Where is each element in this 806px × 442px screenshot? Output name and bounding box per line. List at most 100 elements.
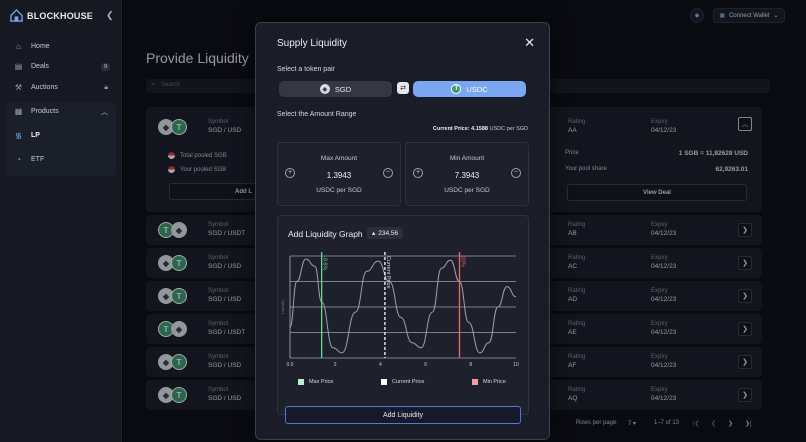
prev-page-icon[interactable]: ❮ xyxy=(711,421,717,427)
ethereum-icon: ◆ xyxy=(158,288,174,304)
expiry-value: 04/12/23 xyxy=(651,230,677,237)
last-page-icon[interactable]: ❯| xyxy=(745,421,752,427)
close-icon[interactable]: ✕ xyxy=(524,35,535,50)
expand-row-button[interactable]: ❯ xyxy=(738,256,752,270)
legend-max: Max Price xyxy=(298,379,333,385)
select-range-label: Select the Amount Range xyxy=(277,111,357,118)
supply-liquidity-modal: Supply Liquidity ✕ Select a token pair ◆… xyxy=(255,22,550,440)
sidebar-item-auctions[interactable]: ⚒ Auctions 🔒︎ xyxy=(14,83,110,92)
expiry-label: Expiry xyxy=(651,354,668,360)
decrement-max-icon[interactable]: − xyxy=(383,168,393,178)
ethereum-icon: ◆ xyxy=(158,387,174,403)
pair-icons: ◆ T xyxy=(158,255,190,271)
tether-icon: T xyxy=(158,222,174,238)
min-amount-value[interactable]: 7.3943 xyxy=(454,171,480,180)
brand-logo[interactable]: BLOCKHOUSE xyxy=(10,9,93,22)
connect-wallet-button[interactable]: ▣ Connect Wallet ⌄ xyxy=(713,8,785,23)
current-price-label: Current Price: xyxy=(432,126,470,132)
add-liquidity-label: Add Liquidity xyxy=(382,411,424,419)
token-b-button[interactable]: T USDC xyxy=(413,81,526,97)
sidebar-item-products[interactable]: ▦ Products ︿ xyxy=(14,107,110,116)
marker-min-label: 20% xyxy=(460,256,466,267)
marker-max-label: -9.6% xyxy=(322,256,328,270)
symbol-label: Symbol xyxy=(208,222,229,228)
sidebar-item-home[interactable]: ⌂ Home xyxy=(14,42,110,51)
tether-icon: T xyxy=(171,387,187,403)
triangle-up-icon: ▴ xyxy=(372,230,376,237)
share-value: 62,9263.01 xyxy=(715,166,748,173)
rating-value: AA xyxy=(568,127,577,134)
rating-label: Rating xyxy=(568,354,586,360)
ethereum-icon: ◆ xyxy=(171,222,187,238)
your-pooled: Your pooled SGB xyxy=(168,166,226,173)
network-eth-button[interactable]: ◆ xyxy=(690,8,704,23)
brand-name: BLOCKHOUSE xyxy=(27,10,94,21)
expand-row-button[interactable]: ❯ xyxy=(738,289,752,303)
expand-row-button[interactable]: ❯ xyxy=(738,355,752,369)
sidebar-item-lp[interactable]: ᯾ LP xyxy=(14,131,110,140)
chevron-right-icon: ❯ xyxy=(742,326,748,333)
legend-min: Min Price xyxy=(472,379,506,385)
increment-min-icon[interactable]: + xyxy=(413,168,423,178)
wallet-icon: ▣ xyxy=(719,13,726,19)
max-amount-unit: USDC per SGD xyxy=(316,187,362,194)
chevron-up-icon: ︿ xyxy=(101,108,108,116)
swap-tokens-icon[interactable]: ⇄ xyxy=(397,82,409,94)
rating-label: Rating xyxy=(568,387,586,393)
rows-per-page-select[interactable]: 7 ▾ xyxy=(628,421,637,427)
legend-current: Current Price xyxy=(381,379,424,385)
pair-icons: T ◆ xyxy=(158,222,190,238)
max-amount-value[interactable]: 1.3943 xyxy=(326,171,352,180)
sidebar-item-etf[interactable]: ◔ ETF xyxy=(14,155,110,164)
chevron-right-icon: ❯ xyxy=(742,260,748,267)
symbol-value: SGD / USD xyxy=(208,395,242,402)
decrement-min-icon[interactable]: − xyxy=(511,168,521,178)
legend-swatch xyxy=(298,379,304,385)
page-title: Provide Liquidity xyxy=(146,50,249,66)
expand-row-button[interactable]: ❯ xyxy=(738,322,752,336)
expiry-label: Expiry xyxy=(651,222,668,228)
token-b-label: USDC xyxy=(466,84,488,94)
expand-row-button[interactable]: ❯ xyxy=(738,223,752,237)
increment-max-icon[interactable]: + xyxy=(285,168,295,178)
view-deal-button[interactable]: View Deal xyxy=(567,184,747,201)
document-icon: ▤ xyxy=(14,62,23,71)
symbol-label: Symbol xyxy=(208,119,229,125)
ethereum-icon: ◆ xyxy=(158,255,174,271)
sidebar-item-label: Products xyxy=(31,108,59,115)
expand-row-button[interactable]: ❯ xyxy=(738,388,752,402)
tether-icon: T xyxy=(171,255,187,271)
x-tick-label: 8 xyxy=(469,362,472,368)
legend-swatch xyxy=(381,379,387,385)
min-amount-box: Min Amount + 7.3943 − USDC per SGD xyxy=(405,142,529,206)
collapse-row-button[interactable]: ︿ xyxy=(738,117,752,131)
sidebar: BLOCKHOUSE ❮ ⌂ Home ▤ Deals 9 ⚒ Auctions… xyxy=(0,0,122,442)
collapse-sidebar-icon[interactable]: ❮ xyxy=(106,10,114,20)
symbol-value: SGD / USD xyxy=(208,127,242,134)
expiry-value: 04/12/23 xyxy=(651,362,677,369)
first-page-icon[interactable]: |❮ xyxy=(693,421,700,427)
sidebar-item-deals[interactable]: ▤ Deals 9 xyxy=(14,62,110,71)
next-page-icon[interactable]: ❯ xyxy=(728,421,734,427)
token-a-button[interactable]: ◆ SGD xyxy=(279,81,392,97)
modal-title: Supply Liquidity xyxy=(277,38,348,49)
chevron-right-icon: ❯ xyxy=(742,392,748,399)
marker-current-label: Current Price xyxy=(385,256,391,288)
house-logo-icon xyxy=(10,9,23,22)
search-placeholder: Search xyxy=(161,82,181,88)
add-liquidity-row-button[interactable]: Add L xyxy=(169,183,257,200)
pair-icons: ◆ T xyxy=(158,119,190,135)
symbol-label: Symbol xyxy=(208,255,229,261)
rating-value: AE xyxy=(568,329,577,336)
lock-icon: 🔒︎ xyxy=(104,83,108,91)
pagination-range: 1–7 of 13 xyxy=(654,420,680,426)
graph-value-chip: ▴ 234.56 xyxy=(367,227,404,239)
your-pooled-label: Your pooled SGB xyxy=(180,166,227,173)
rating-value: AD xyxy=(568,296,578,303)
liquidity-chart[interactable]: Liquidity 0.0 2 4 6 8 10 -9.6% Current Price 20% xyxy=(278,238,530,398)
add-liquidity-button[interactable]: Add Liquidity xyxy=(285,406,521,424)
rating-value: AC xyxy=(568,263,578,270)
expiry-label: Expiry xyxy=(651,387,668,393)
expiry-value: 04/12/23 xyxy=(651,296,677,303)
graph-title: Add Liquidity Graph xyxy=(288,229,363,239)
